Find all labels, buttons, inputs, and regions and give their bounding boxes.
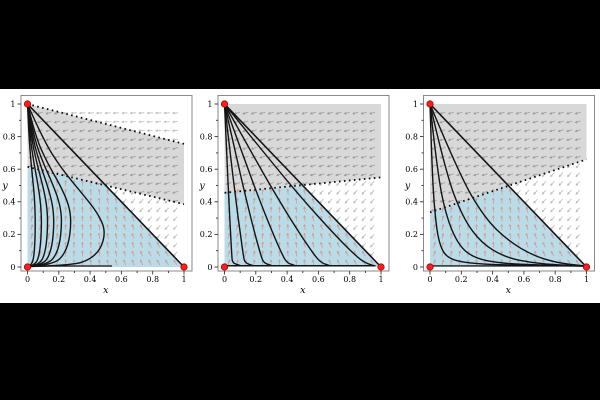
y-tick-label: 0.6 xyxy=(200,165,213,174)
x-axis-label: x xyxy=(506,285,512,296)
trajectory-curve xyxy=(223,103,273,267)
y-tick-label: 0.4 xyxy=(3,198,16,207)
phase-portrait-panel-2: 0 0.2 0.4 0.6 0.8 1 0 0.2 0.4 0.6 0.8 1 x y xyxy=(198,95,390,296)
y-tick-label: 0 xyxy=(10,263,15,272)
x-tick-label: 0.6 xyxy=(312,275,325,284)
y-tick-label: 0.8 xyxy=(3,132,16,141)
y-tick-label: 0.6 xyxy=(3,165,16,174)
plot-frame xyxy=(217,95,390,272)
trajectory-curve xyxy=(26,103,36,268)
y-tick-label: 0.6 xyxy=(405,165,418,174)
fixed-point-marker xyxy=(23,100,32,108)
fixed-point-marker xyxy=(180,263,188,271)
trajectory-curve xyxy=(223,103,374,267)
trajectory-curve xyxy=(26,103,43,268)
y-tick-label: 0 xyxy=(207,263,212,272)
y-tick-label: 0.2 xyxy=(200,230,213,239)
x-tick-label: 0.2 xyxy=(249,275,262,284)
y-tick-label: 1 xyxy=(413,100,418,109)
fixed-point-marker xyxy=(377,263,385,271)
trajectories xyxy=(429,103,586,267)
figure-svg: 0 0.2 0.4 0.6 0.8 1 0 0.2 0.4 0.6 0.8 1 x y 0 0.2 0.4 0.6… xyxy=(1,95,595,296)
x-axis-label: x xyxy=(103,285,109,296)
trajectory-curve xyxy=(26,103,72,268)
trajectory-curve xyxy=(429,103,586,267)
dotted-boundary-line xyxy=(224,176,382,194)
x-tick-label: 0 xyxy=(222,275,227,284)
trajectory-curve xyxy=(429,103,586,267)
fixed-points xyxy=(426,100,591,271)
y-tick-label: 0.8 xyxy=(405,132,418,141)
trajectory-curve xyxy=(223,103,331,267)
trajectory-curve xyxy=(26,103,49,268)
trajectory-curve xyxy=(223,103,241,267)
x-tick-label: 0 xyxy=(25,275,30,284)
y-tick-label: 0.4 xyxy=(200,198,213,207)
phase-portrait-panel-1: 0 0.2 0.4 0.6 0.8 1 0 0.2 0.4 0.6 0.8 1 x y xyxy=(1,95,193,296)
x-tick-label: 0.8 xyxy=(146,275,159,284)
x-tick-label: 0.4 xyxy=(486,275,499,284)
axes: 0 0.2 0.4 0.6 0.8 1 0 0.2 0.4 0.6 0.8 1 x y xyxy=(198,100,383,296)
x-tick-label: 1 xyxy=(584,275,589,284)
trajectories xyxy=(26,103,105,268)
x-axis-label: x xyxy=(300,285,306,296)
y-axis-label: y xyxy=(198,181,205,192)
x-tick-label: 0.2 xyxy=(455,275,468,284)
y-tick-label: 0.4 xyxy=(405,198,418,207)
separatrix-line xyxy=(26,103,185,268)
plot-frame xyxy=(20,95,193,272)
y-tick-label: 0 xyxy=(413,263,418,272)
separatrix-line xyxy=(223,103,382,268)
x-tick-label: 0.8 xyxy=(343,275,356,284)
y-axis-label: y xyxy=(1,181,8,192)
phase-portrait-panel-3: 0 0.2 0.4 0.6 0.8 1 0 0.2 0.4 0.6 0.8 1 x y xyxy=(404,95,595,296)
fixed-point-marker xyxy=(220,263,229,271)
y-tick-label: 0.8 xyxy=(200,132,213,141)
y-tick-label: 0.2 xyxy=(405,230,418,239)
fixed-point-marker xyxy=(582,263,591,271)
gray-region xyxy=(27,104,184,205)
x-tick-label: 0.6 xyxy=(115,275,128,284)
fixed-point-marker xyxy=(426,263,434,271)
trajectory-curve xyxy=(223,103,254,267)
trajectory-curve xyxy=(429,103,586,267)
fixed-point-marker xyxy=(426,100,434,108)
x-tick-label: 0.8 xyxy=(549,275,562,284)
fixed-point-marker xyxy=(23,263,32,271)
blue-region xyxy=(27,166,184,267)
separatrix-line xyxy=(429,103,588,268)
x-tick-label: 0.2 xyxy=(52,275,65,284)
y-axis-label: y xyxy=(404,181,411,192)
x-tick-label: 0.6 xyxy=(518,275,531,284)
plot-frame xyxy=(423,95,595,272)
axes: 0 0.2 0.4 0.6 0.8 1 0 0.2 0.4 0.6 0.8 1 x y xyxy=(1,100,186,296)
blue-region xyxy=(430,185,587,267)
y-tick-label: 0.2 xyxy=(3,230,16,239)
trajectory-curve xyxy=(429,103,586,267)
fixed-point-marker xyxy=(220,100,229,108)
trajectories xyxy=(223,103,374,267)
trajectory-curve xyxy=(26,103,63,268)
x-tick-label: 0 xyxy=(427,275,432,284)
trajectory-curve xyxy=(223,103,296,267)
figure-strip: 0 0.2 0.4 0.6 0.8 1 0 0.2 0.4 0.6 0.8 1 x y 0 0.2 0.4 0.6… xyxy=(0,89,600,303)
x-tick-label: 1 xyxy=(378,275,383,284)
fixed-points xyxy=(23,100,188,271)
axes: 0 0.2 0.4 0.6 0.8 1 0 0.2 0.4 0.6 0.8 1 x y xyxy=(404,100,589,296)
x-tick-label: 0.4 xyxy=(281,275,294,284)
trajectory-curve xyxy=(26,103,105,268)
x-tick-label: 1 xyxy=(181,275,186,284)
arrows-white-region xyxy=(61,111,179,257)
y-tick-label: 1 xyxy=(10,100,15,109)
x-tick-label: 0.4 xyxy=(84,275,97,284)
y-tick-label: 1 xyxy=(207,100,212,109)
dotted-boundary-line xyxy=(27,103,185,145)
regions xyxy=(27,104,184,267)
fixed-points xyxy=(220,100,385,271)
trajectory-curve xyxy=(26,103,55,268)
blue-region xyxy=(224,185,381,267)
